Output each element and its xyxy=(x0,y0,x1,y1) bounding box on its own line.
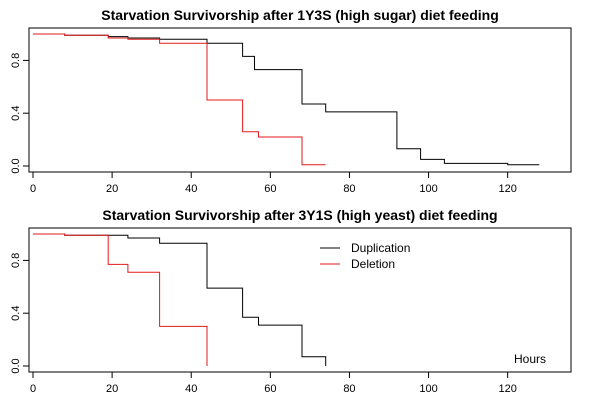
series-line-red xyxy=(33,33,326,166)
chart-panel-2: Starvation Survivorship after 3Y1S (high… xyxy=(10,207,572,395)
x-tick-label: 80 xyxy=(343,183,355,195)
x-tick-label: 40 xyxy=(185,183,197,195)
x-tick-label: 120 xyxy=(498,183,516,195)
x-tick-label: 20 xyxy=(106,383,118,395)
y-tick-label: 0.8 xyxy=(10,53,22,68)
y-tick-label: 0.4 xyxy=(10,306,22,321)
legend-label: Duplication xyxy=(351,241,410,255)
series-line-duplication xyxy=(33,233,327,366)
x-tick-label: 100 xyxy=(419,383,437,395)
plot-frame xyxy=(28,27,572,173)
x-tick-label: 0 xyxy=(30,183,36,195)
x-tick-label: 100 xyxy=(419,183,437,195)
legend-label: Deletion xyxy=(351,257,395,271)
y-tick-label: 0.0 xyxy=(10,358,22,373)
x-tick-label: 60 xyxy=(264,383,276,395)
axis-annotation: Hours xyxy=(514,352,546,366)
y-tick-label: 0.0 xyxy=(10,158,22,173)
x-tick-label: 80 xyxy=(343,383,355,395)
series-line-black xyxy=(33,33,540,166)
y-tick-label: 0.4 xyxy=(10,106,22,121)
x-tick-label: 40 xyxy=(185,383,197,395)
x-tick-label: 120 xyxy=(498,383,516,395)
x-tick-label: 20 xyxy=(106,183,118,195)
chart-title: Starvation Survivorship after 1Y3S (high… xyxy=(101,7,499,23)
plot-frame xyxy=(28,227,572,373)
chart-title: Starvation Survivorship after 3Y1S (high… xyxy=(102,207,497,223)
x-tick-label: 0 xyxy=(30,383,36,395)
series-line-deletion xyxy=(33,233,208,366)
y-tick-label: 0.8 xyxy=(10,253,22,268)
legend: Duplication Deletion xyxy=(320,241,410,271)
chart-panel-1: Starvation Survivorship after 1Y3S (high… xyxy=(10,7,572,195)
x-tick-label: 60 xyxy=(264,183,276,195)
